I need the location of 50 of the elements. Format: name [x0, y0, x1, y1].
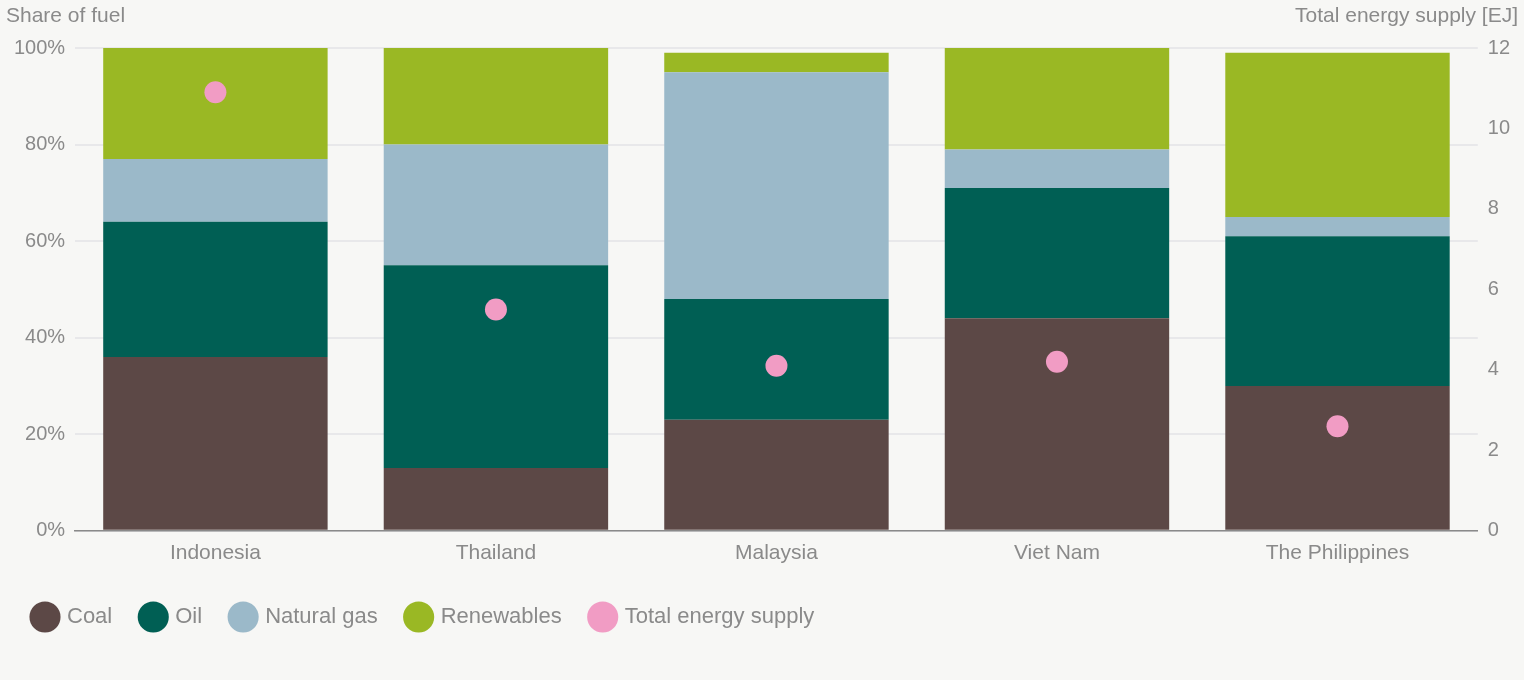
point: [765, 354, 788, 377]
y2-tick-label: 8: [1487, 196, 1499, 219]
y2-tick-label: 4: [1487, 357, 1499, 380]
y2-tick-label: 6: [1487, 276, 1499, 299]
bar: [664, 299, 889, 420]
bar: [103, 221, 328, 357]
bar: [944, 318, 1170, 530]
y2-tick-label: 12: [1487, 35, 1510, 58]
x-tick-label: Malaysia: [735, 540, 819, 564]
x-tick-label: Thailand: [455, 540, 537, 564]
bar: [103, 48, 328, 160]
bar: [383, 468, 609, 530]
legend-label: Oil: [175, 603, 203, 629]
legend-label: Total energy supply: [624, 603, 815, 629]
bar: [383, 265, 609, 469]
bar: [383, 144, 609, 266]
y-tick-label: 80%: [25, 132, 66, 155]
bar: [103, 356, 328, 530]
y-axis-title: Share of fuel: [6, 3, 126, 27]
legend-label: Natural gas: [265, 603, 378, 629]
y-tick-label: 100%: [14, 35, 66, 58]
bar: [664, 419, 889, 530]
x-tick-label: Indonesia: [169, 540, 262, 564]
point: [1326, 415, 1349, 438]
bar: [944, 149, 1170, 189]
bar: [664, 72, 889, 300]
bar: [944, 48, 1170, 150]
bar: [1225, 216, 1450, 237]
bar: [1225, 52, 1450, 217]
point: [484, 298, 507, 321]
x-tick-label: Viet Nam: [1013, 540, 1100, 564]
bar: [383, 48, 609, 145]
y2-tick-label: 10: [1487, 115, 1510, 138]
y-tick-label: 0%: [36, 518, 66, 541]
y-tick-label: 40%: [25, 325, 66, 348]
y2-tick-label: 0: [1487, 518, 1499, 541]
bar: [664, 52, 889, 73]
y-tick-label: 20%: [25, 421, 66, 444]
bar: [103, 159, 328, 222]
y2-tick-label: 2: [1487, 437, 1499, 460]
bar: [944, 188, 1170, 319]
y-tick-label: 60%: [25, 228, 66, 251]
bar: [1225, 236, 1450, 386]
legend-label: Renewables: [440, 603, 562, 629]
bar: [1225, 385, 1450, 530]
x-tick-label: The Philippines: [1265, 540, 1410, 564]
point: [1045, 350, 1068, 373]
legend-label: Coal: [67, 603, 113, 629]
point: [204, 81, 227, 104]
y2-axis-title: Total energy supply [EJ]: [1295, 3, 1518, 27]
